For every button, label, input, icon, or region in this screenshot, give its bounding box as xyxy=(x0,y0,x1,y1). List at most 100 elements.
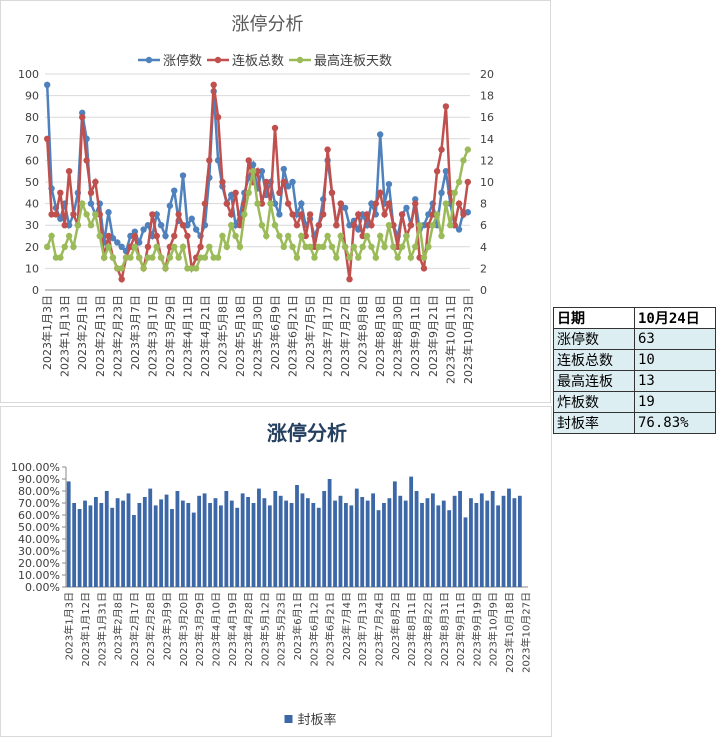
bar xyxy=(414,491,419,587)
marker xyxy=(416,222,423,229)
x-tick-label: 2023年2月17日 xyxy=(128,592,141,667)
bar xyxy=(88,505,93,587)
marker xyxy=(407,254,415,261)
x-tick-label: 2023年1月13日 xyxy=(58,295,72,377)
bar xyxy=(186,503,191,587)
x-tick-label: 2023年9月11日 xyxy=(454,592,467,667)
legend-label: 连板总数 xyxy=(232,53,284,69)
marker xyxy=(65,232,73,240)
bar xyxy=(512,498,517,587)
marker xyxy=(175,211,182,218)
table-row: 封板率 76.83% xyxy=(553,412,716,434)
bar xyxy=(517,495,522,587)
marker xyxy=(455,200,463,207)
marker xyxy=(166,254,174,261)
bar xyxy=(137,503,142,587)
marker xyxy=(276,232,283,240)
marker xyxy=(442,168,450,175)
x-tick-label: 2023年7月27日 xyxy=(338,295,352,377)
y2-tick-label: 0 xyxy=(480,284,487,297)
table-cell: 最高连板 xyxy=(553,370,635,392)
y-tick-label: 100.00% xyxy=(11,461,60,474)
marker xyxy=(398,243,406,250)
marker xyxy=(96,232,103,240)
marker xyxy=(144,254,152,261)
marker xyxy=(179,172,187,179)
marker xyxy=(271,124,279,132)
bar xyxy=(164,494,169,587)
bar xyxy=(110,507,115,587)
x-tick-label: 2023年1月3日 xyxy=(40,295,54,370)
marker xyxy=(433,168,441,175)
bar xyxy=(420,503,424,587)
x-tick-label: 2023年4月28日 xyxy=(242,592,255,667)
x-tick-label: 2023年5月30日 xyxy=(251,295,265,377)
bar xyxy=(425,498,430,587)
marker xyxy=(219,178,226,186)
marker xyxy=(429,222,436,229)
bar xyxy=(360,497,365,587)
marker xyxy=(232,222,239,229)
marker xyxy=(65,168,73,175)
marker xyxy=(320,243,327,250)
marker xyxy=(127,243,134,250)
bar xyxy=(197,495,202,587)
marker xyxy=(118,276,125,283)
bar xyxy=(273,491,278,587)
y-tick-label: 90.00% xyxy=(18,473,60,486)
marker xyxy=(341,204,349,212)
marker xyxy=(284,232,292,240)
x-tick-label: 2023年2月1日 xyxy=(75,295,89,370)
chart-title: 涨停分析 xyxy=(232,14,304,35)
bar xyxy=(219,505,223,587)
marker xyxy=(263,178,270,186)
bar xyxy=(289,503,294,587)
marker xyxy=(197,243,204,250)
marker xyxy=(162,232,169,240)
marker xyxy=(192,254,200,261)
marker xyxy=(460,157,467,164)
bar xyxy=(311,503,316,587)
marker xyxy=(105,243,112,250)
marker xyxy=(254,168,261,175)
marker xyxy=(298,211,305,218)
bar xyxy=(202,493,207,587)
marker xyxy=(280,165,287,173)
marker xyxy=(289,178,296,186)
marker xyxy=(442,200,450,207)
marker xyxy=(372,254,379,261)
marker xyxy=(92,178,99,186)
marker xyxy=(381,211,388,218)
bar xyxy=(191,512,196,587)
marker xyxy=(105,232,112,240)
marker xyxy=(258,200,266,207)
marker xyxy=(385,200,393,207)
marker xyxy=(337,232,344,240)
x-tick-label: 2023年7月13日 xyxy=(356,592,369,667)
marker xyxy=(346,222,353,229)
bar xyxy=(479,493,484,587)
y-tick-label: 90 xyxy=(25,90,39,103)
marker xyxy=(355,254,362,261)
table-cell: 连板总数 xyxy=(553,349,635,371)
x-tick-label: 2023年6月21日 xyxy=(286,295,300,377)
x-tick-label: 2023年2月8日 xyxy=(112,592,125,660)
bar xyxy=(333,500,337,587)
marker xyxy=(306,243,314,250)
marker xyxy=(359,232,366,240)
bar xyxy=(452,495,457,587)
x-tick-label: 2023年3月29日 xyxy=(163,295,177,377)
marker xyxy=(48,232,55,240)
x-tick-label: 2023年7月4日 xyxy=(340,592,353,660)
x-tick-label: 2023年6月1日 xyxy=(291,592,304,660)
marker xyxy=(245,157,252,164)
bar xyxy=(121,500,125,587)
marker xyxy=(385,180,393,188)
marker xyxy=(232,232,239,240)
bar xyxy=(316,507,321,587)
marker xyxy=(293,211,301,218)
x-tick-label: 2023年4月21日 xyxy=(198,295,212,377)
x-tick-label: 2023年8月31日 xyxy=(438,592,451,667)
bar xyxy=(77,509,82,587)
y-tick-label: 0.00% xyxy=(25,581,60,594)
